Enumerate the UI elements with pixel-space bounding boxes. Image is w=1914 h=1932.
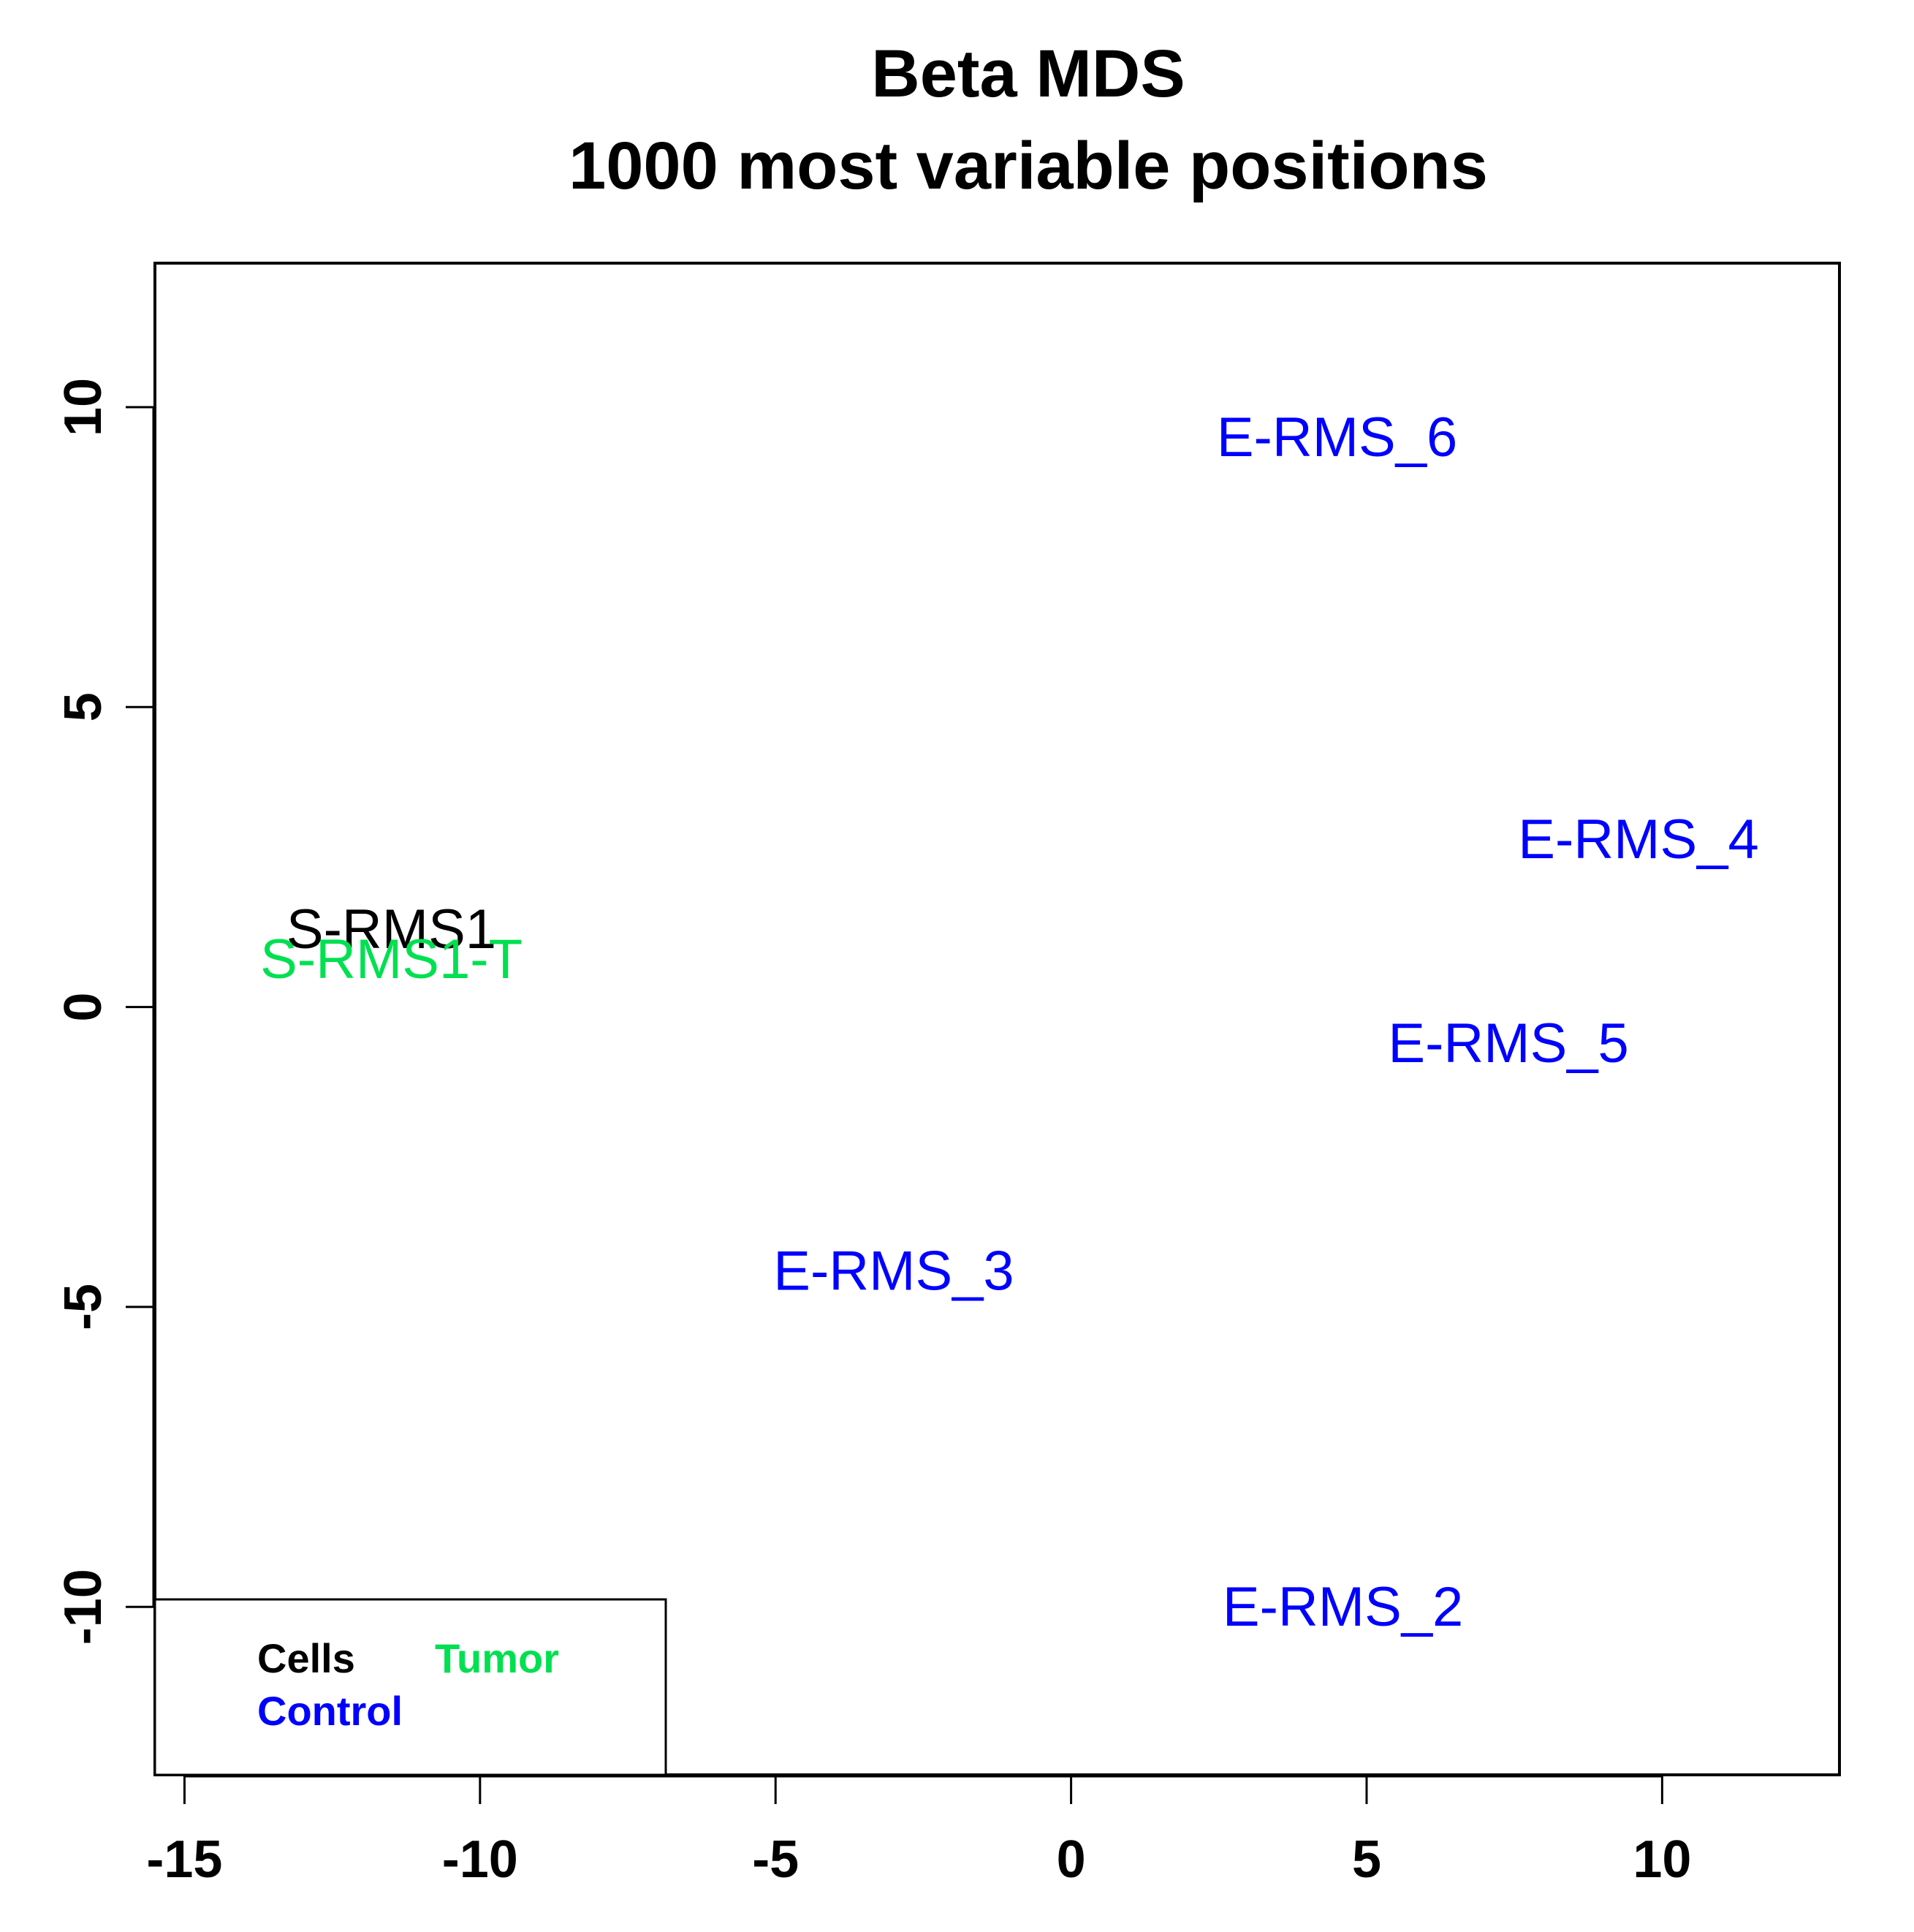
legend-box (153, 1598, 667, 1776)
point-label-s-rms1-t: S-RMS1-T (260, 928, 523, 990)
plot-frame (153, 262, 1841, 1776)
x-tick-label: -15 (146, 1830, 222, 1889)
y-axis: -10 -5 0 5 10 (54, 378, 155, 1645)
legend: Cells Tumor Control (153, 1598, 667, 1776)
point-label-e-rms-3: E-RMS_3 (773, 1240, 1014, 1303)
legend-entry-tumor: Tumor (435, 1635, 559, 1681)
x-axis: -15 -10 -5 0 5 10 (146, 1775, 1691, 1889)
chart-title: Beta MDS (871, 37, 1185, 111)
y-tick-label: -5 (54, 1284, 113, 1330)
point-label-e-rms-6: E-RMS_6 (1217, 406, 1457, 469)
x-tick-label: -5 (752, 1830, 799, 1889)
x-tick-label: -10 (442, 1830, 518, 1889)
x-tick-label: 10 (1633, 1830, 1691, 1889)
legend-entry-control: Control (257, 1688, 403, 1734)
point-label-e-rms-2: E-RMS_2 (1223, 1576, 1463, 1638)
point-label-e-rms-4: E-RMS_4 (1518, 808, 1758, 871)
x-tick-label: 0 (1057, 1830, 1086, 1889)
chart-subtitle: 1000 most variable positions (569, 129, 1488, 203)
x-tick-label: 5 (1352, 1830, 1381, 1889)
point-label-s-rms1: S-RMS1 (286, 898, 496, 961)
y-tick-label: -10 (54, 1569, 113, 1645)
y-tick-label: 5 (54, 692, 113, 721)
y-tick-label: 10 (54, 378, 113, 436)
y-tick-label: 0 (54, 993, 113, 1022)
point-label-e-rms-5: E-RMS_5 (1388, 1012, 1628, 1075)
legend-entry-cells: Cells (257, 1635, 355, 1681)
